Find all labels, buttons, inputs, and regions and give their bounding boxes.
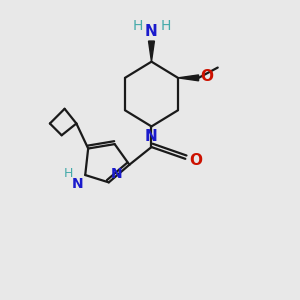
Text: O: O	[189, 153, 202, 168]
Polygon shape	[178, 75, 199, 81]
Text: N: N	[72, 176, 84, 190]
Text: N: N	[110, 167, 122, 181]
Text: N: N	[145, 24, 158, 39]
Text: H: H	[64, 167, 74, 180]
Text: H: H	[160, 19, 171, 33]
Text: H: H	[132, 19, 142, 33]
Text: O: O	[200, 70, 213, 85]
Text: N: N	[145, 129, 158, 144]
Polygon shape	[148, 41, 154, 62]
